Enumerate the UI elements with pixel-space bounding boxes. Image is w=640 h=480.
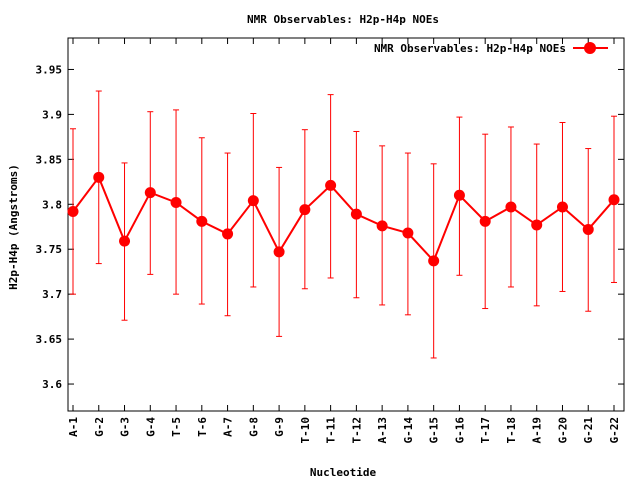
y-axis-label: H2p-H4p (Angstroms) (7, 164, 20, 290)
x-tick-labels: A-1 G-2 G-3 G-4 T-5 T-6 A-7 G-8 G-9 T-10 T-11 T-12 A… (67, 417, 621, 444)
x-tick-label: G-3 (119, 417, 132, 437)
y-tick-label: 3.7 (42, 288, 62, 301)
y-tick-label: 3.9 (42, 108, 62, 121)
data-point (325, 179, 337, 191)
x-tick-label: T-12 (350, 417, 363, 444)
legend: NMR Observables: H2p-H4p NOEs (374, 42, 608, 55)
series-line (72, 175, 615, 263)
y-tick-labels: 3.6 3.65 3.7 3.75 3.8 3.85 3.9 3.95 (36, 63, 63, 391)
data-point (402, 227, 414, 239)
x-tick-label: T-11 (325, 417, 338, 444)
x-tick-label: A-13 (376, 417, 389, 444)
x-tick-label: T-17 (479, 417, 492, 444)
data-point (196, 215, 208, 227)
data-point (479, 215, 491, 227)
data-point (453, 189, 465, 201)
data-point (350, 208, 362, 220)
x-tick-label: T-6 (196, 417, 209, 437)
y-tick-label: 3.6 (42, 378, 62, 391)
x-tick-label: T-10 (299, 417, 312, 444)
x-tick-label: G-9 (273, 417, 286, 437)
x-tick-label: G-21 (582, 417, 595, 444)
data-point (556, 201, 568, 213)
data-point (170, 196, 182, 208)
data-point (67, 205, 79, 217)
data-point (93, 171, 105, 183)
data-point (376, 220, 388, 232)
x-tick-label: G-14 (402, 417, 415, 444)
axis-ticks (68, 38, 624, 411)
x-tick-label: T-18 (505, 417, 518, 444)
x-tick-label: G-22 (608, 417, 621, 444)
x-tick-label: G-20 (556, 417, 569, 444)
plot-frame (67, 37, 625, 412)
data-point (531, 219, 543, 231)
x-tick-label: G-16 (453, 417, 466, 444)
legend-label: NMR Observables: H2p-H4p NOEs (374, 42, 566, 55)
x-tick-label: G-4 (144, 417, 157, 437)
data-point (505, 201, 517, 213)
data-point (299, 204, 311, 216)
data-point (428, 255, 440, 267)
data-point (608, 194, 620, 206)
data-point (144, 187, 156, 199)
data-point (273, 246, 285, 258)
data-point (582, 223, 594, 235)
legend-marker (584, 42, 596, 54)
x-tick-label: A-1 (67, 417, 80, 437)
data-point (247, 195, 259, 207)
x-tick-label: G-2 (93, 417, 106, 437)
x-tick-label: A-7 (222, 417, 235, 437)
data-point (222, 228, 234, 240)
x-axis-label: Nucleotide (310, 466, 377, 479)
y-tick-label: 3.85 (36, 153, 63, 166)
y-tick-label: 3.95 (36, 63, 63, 76)
y-tick-label: 3.65 (36, 333, 63, 346)
x-tick-label: A-19 (531, 417, 544, 444)
chart-title: NMR Observables: H2p-H4p NOEs (247, 13, 439, 26)
data-point (119, 235, 131, 247)
y-tick-label: 3.75 (36, 243, 63, 256)
y-tick-label: 3.8 (42, 198, 62, 211)
x-tick-label: T-5 (170, 417, 183, 437)
data-points (67, 171, 620, 267)
x-tick-label: G-8 (247, 417, 260, 437)
x-tick-label: G-15 (428, 417, 441, 444)
